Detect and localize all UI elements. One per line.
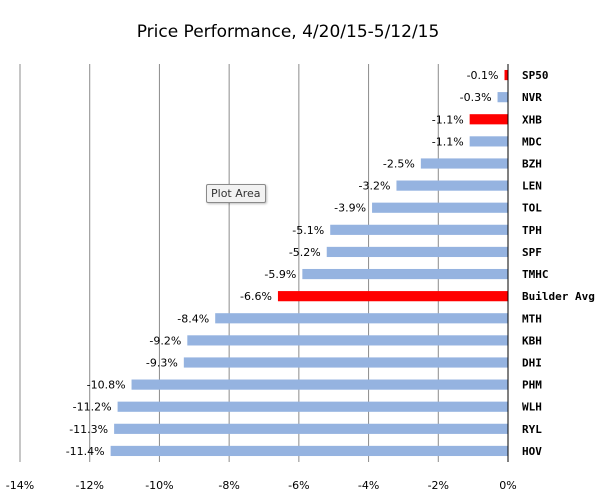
bar-kbh: [187, 335, 509, 346]
bar-xhb: [469, 114, 508, 125]
bar-nvr: [497, 92, 508, 103]
data-label: -11.2%: [73, 401, 112, 414]
category-label: TMHC: [522, 268, 549, 281]
x-tick-label: -6%: [288, 479, 309, 492]
x-tick-label: -4%: [358, 479, 379, 492]
category-label: PHM: [522, 379, 542, 392]
bar-spf: [326, 246, 508, 258]
data-label: -8.4%: [177, 312, 209, 325]
category-label: BZH: [522, 158, 542, 171]
data-label: -11.4%: [66, 445, 105, 458]
data-label: -1.1%: [432, 135, 464, 148]
category-label: HOV: [522, 445, 542, 458]
bar-hov: [110, 445, 508, 457]
data-label: -3.2%: [359, 180, 391, 193]
data-label: -2.5%: [383, 158, 415, 171]
data-label: -5.2%: [289, 246, 321, 259]
category-label: WLH: [522, 401, 542, 414]
category-label: TPH: [522, 224, 542, 237]
category-label: SP50: [522, 69, 549, 82]
x-tick-label: -2%: [428, 479, 449, 492]
bar-builder-avg: [277, 291, 508, 302]
category-label: KBH: [522, 334, 542, 347]
x-tick-label: -8%: [218, 479, 239, 492]
x-axis-ticks: -14% -12% -10% -8% -6% -4% -2% 0%: [6, 479, 517, 492]
category-label: LEN: [522, 180, 542, 193]
category-label: RYL: [522, 423, 542, 436]
bar-sp50: [504, 69, 508, 81]
grid-lines: [19, 64, 439, 462]
x-tick-label: -14%: [6, 479, 34, 492]
bar-tmhc: [302, 268, 508, 280]
bar-mdc: [469, 136, 508, 147]
bar-len: [396, 180, 508, 191]
category-label: NVR: [522, 91, 542, 104]
bar-dhi: [183, 357, 509, 368]
data-label: -6.6%: [240, 290, 272, 303]
data-label: -9.3%: [146, 357, 178, 370]
bar-wlh: [117, 401, 508, 412]
data-label: -5.1%: [292, 224, 324, 237]
category-label: Builder Avg: [522, 290, 595, 303]
chart-title: Price Performance, 4/20/15-5/12/15: [137, 22, 440, 42]
bar-tph: [330, 224, 508, 235]
bar-mth: [215, 313, 508, 324]
bar-tol: [372, 202, 508, 213]
x-tick-label: 0%: [499, 479, 516, 492]
bars: [110, 69, 509, 457]
category-label: MDC: [522, 135, 542, 148]
x-tick-label: -10%: [145, 479, 173, 492]
x-tick-label: -12%: [76, 479, 104, 492]
category-label: SPF: [522, 246, 542, 259]
data-label: -11.3%: [69, 423, 108, 436]
bar-bzh: [420, 158, 508, 169]
bar-phm: [131, 379, 509, 390]
category-label: TOL: [522, 202, 542, 215]
data-labels: -0.1% -0.3% -1.1% -1.1% -2.5% -3.2% -3.9% -5.1%…: [66, 69, 499, 458]
category-label: DHI: [522, 357, 542, 370]
bar-ryl: [114, 423, 508, 434]
data-label: -10.8%: [87, 379, 126, 392]
data-label: -9.2%: [149, 334, 181, 347]
category-label: XHB: [522, 113, 542, 126]
plot-area-tooltip: Plot Area: [206, 184, 266, 203]
data-label: -5.9%: [264, 268, 296, 281]
category-labels: SP50 NVR XHB MDC BZH LEN TOL TPH SPF TMHC Builder …: [522, 69, 595, 458]
data-label: -0.1%: [467, 69, 499, 82]
data-label: -0.3%: [460, 91, 492, 104]
data-label: -1.1%: [432, 113, 464, 126]
data-label: -3.9%: [334, 202, 366, 215]
category-label: MTH: [522, 312, 542, 325]
